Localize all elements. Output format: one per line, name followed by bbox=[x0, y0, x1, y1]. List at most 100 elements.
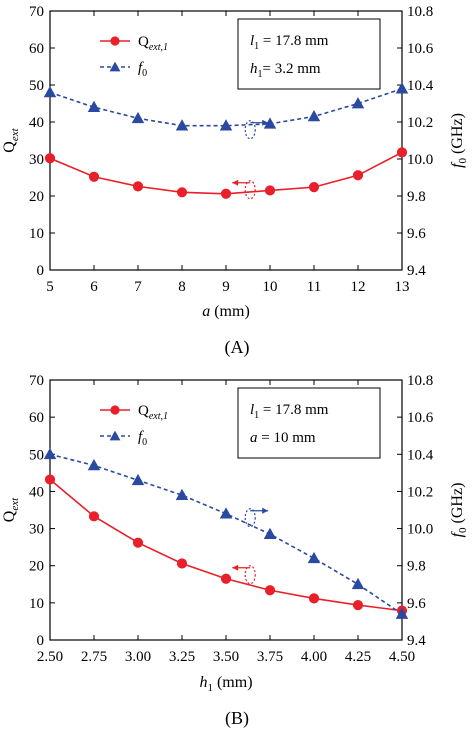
data-point-qext bbox=[352, 170, 364, 181]
data-point-qext bbox=[264, 185, 276, 196]
y-left-tick-label: 10 bbox=[29, 596, 44, 612]
y-left-tick-label: 20 bbox=[29, 559, 44, 575]
y-right-tick-label: 10.0 bbox=[407, 522, 433, 538]
y-left-tick-label: 40 bbox=[29, 484, 44, 500]
data-point-f0 bbox=[87, 100, 101, 113]
y-left-tick-label: 60 bbox=[29, 410, 44, 426]
x-tick-label: 8 bbox=[178, 279, 186, 295]
y-right-tick-label: 10.4 bbox=[407, 447, 434, 463]
f0-axis-indicator-ellipse bbox=[244, 120, 256, 140]
y-right-tick-label: 10.6 bbox=[407, 410, 434, 426]
f0-axis-indicator-arrow-head bbox=[262, 507, 269, 514]
data-point-qext bbox=[176, 558, 188, 569]
data-point-qext bbox=[176, 187, 188, 198]
parameter-line-1: l1 = 17.8 mm bbox=[250, 33, 329, 52]
x-tick-label: 3.00 bbox=[125, 649, 151, 665]
data-point-qext bbox=[264, 585, 276, 596]
y-right-tick-label: 10.8 bbox=[407, 373, 433, 389]
data-point-f0 bbox=[175, 119, 189, 131]
data-point-qext bbox=[220, 188, 232, 199]
data-point-f0 bbox=[131, 111, 145, 124]
legend-label-qext: Qext,1 bbox=[138, 34, 168, 53]
data-point-f0 bbox=[351, 577, 365, 590]
y-right-tick-label: 10.0 bbox=[407, 152, 433, 168]
x-tick-label: 3.75 bbox=[257, 649, 283, 665]
x-axis-label: h1 (mm) bbox=[199, 674, 252, 694]
x-tick-label: 3.25 bbox=[169, 649, 195, 665]
series-line-qext bbox=[49, 151, 403, 195]
x-tick-label: 10 bbox=[263, 279, 278, 295]
legend-label-f0: f0 bbox=[138, 60, 147, 79]
chart-panel-2: 2.50 2.75 3.00 3.25 3.50 3.75 4.00 4.25 4.50 0 10 2… bbox=[1, 373, 469, 729]
data-point-f0 bbox=[351, 97, 365, 109]
x-tick-label: 4.00 bbox=[301, 649, 327, 665]
y-right-axis-label: f0 (GHz) bbox=[449, 113, 469, 168]
qext-axis-indicator-arrow-head bbox=[232, 179, 239, 186]
legend: Qext,1 f0 bbox=[100, 403, 168, 448]
legend-marker-qext bbox=[110, 36, 120, 46]
y-right-tick-label: 9.4 bbox=[407, 263, 426, 279]
legend: Qext,1 f0 bbox=[100, 34, 168, 79]
data-point-f0 bbox=[395, 82, 409, 94]
y-right-tick-label: 9.6 bbox=[407, 226, 426, 242]
x-tick-label: 5 bbox=[46, 279, 54, 295]
x-axis-label: a (mm) bbox=[202, 303, 250, 320]
x-tick-label: 9 bbox=[222, 279, 230, 295]
data-point-f0 bbox=[43, 85, 57, 98]
parameter-line-2: h1= 3.2 mm bbox=[250, 61, 321, 80]
panel-label: (B) bbox=[225, 708, 249, 729]
y-left-tick-label: 50 bbox=[29, 78, 44, 94]
data-point-qext bbox=[308, 182, 320, 193]
parameter-line-2: a = 10 mm bbox=[250, 430, 316, 446]
x-tick-label: 2.50 bbox=[37, 649, 63, 665]
data-point-qext bbox=[308, 593, 320, 604]
y-right-tick-label: 10.8 bbox=[407, 4, 433, 20]
series-line-f0 bbox=[49, 453, 403, 615]
x-tick-label: 6 bbox=[90, 279, 98, 295]
data-point-qext bbox=[220, 573, 232, 584]
data-point-qext bbox=[44, 474, 56, 485]
data-point-qext bbox=[88, 511, 100, 522]
f0-axis-indicator-arrow-head bbox=[262, 119, 269, 126]
y-right-tick-label: 9.8 bbox=[407, 559, 426, 575]
qext-axis-indicator-arrow-head bbox=[232, 564, 239, 571]
data-point-f0 bbox=[395, 607, 409, 619]
data-point-f0 bbox=[43, 447, 57, 460]
x-tick-label: 3.50 bbox=[213, 649, 239, 665]
y-right-tick-label: 9.4 bbox=[407, 633, 426, 649]
legend-label-qext: Qext,1 bbox=[138, 403, 168, 422]
legend-marker-f0 bbox=[109, 61, 121, 72]
data-point-f0 bbox=[219, 119, 233, 131]
data-point-f0 bbox=[87, 458, 101, 471]
x-tick-label: 2.75 bbox=[81, 649, 107, 665]
y-left-tick-label: 70 bbox=[29, 373, 44, 389]
y-right-tick-label: 10.6 bbox=[407, 41, 434, 57]
y-left-tick-label: 40 bbox=[29, 115, 44, 131]
y-left-axis-label: Qext bbox=[1, 497, 21, 522]
legend-label-f0: f0 bbox=[138, 429, 147, 448]
legend-marker-qext bbox=[110, 405, 120, 415]
x-tick-label: 13 bbox=[395, 279, 410, 295]
data-point-f0 bbox=[175, 488, 189, 500]
series-line-qext bbox=[49, 478, 403, 612]
parameter-box bbox=[237, 18, 381, 90]
y-right-tick-label: 9.6 bbox=[407, 596, 426, 612]
data-point-f0 bbox=[263, 527, 277, 539]
y-left-tick-label: 30 bbox=[29, 522, 44, 538]
data-point-f0 bbox=[263, 117, 277, 129]
qext-axis-indicator-ellipse bbox=[244, 565, 256, 585]
data-point-f0 bbox=[219, 507, 233, 519]
data-point-f0 bbox=[131, 473, 145, 486]
x-tick-label: 4.50 bbox=[389, 649, 415, 665]
data-point-qext bbox=[132, 537, 144, 548]
y-right-tick-label: 10.2 bbox=[407, 484, 433, 500]
x-tick-label: 11 bbox=[307, 279, 321, 295]
data-point-qext bbox=[352, 599, 364, 611]
data-point-qext bbox=[88, 171, 100, 182]
y-left-tick-label: 60 bbox=[29, 41, 44, 57]
data-point-f0 bbox=[307, 110, 321, 122]
y-left-axis-label: Qext bbox=[1, 127, 21, 152]
f0-axis-indicator-ellipse bbox=[244, 508, 256, 528]
